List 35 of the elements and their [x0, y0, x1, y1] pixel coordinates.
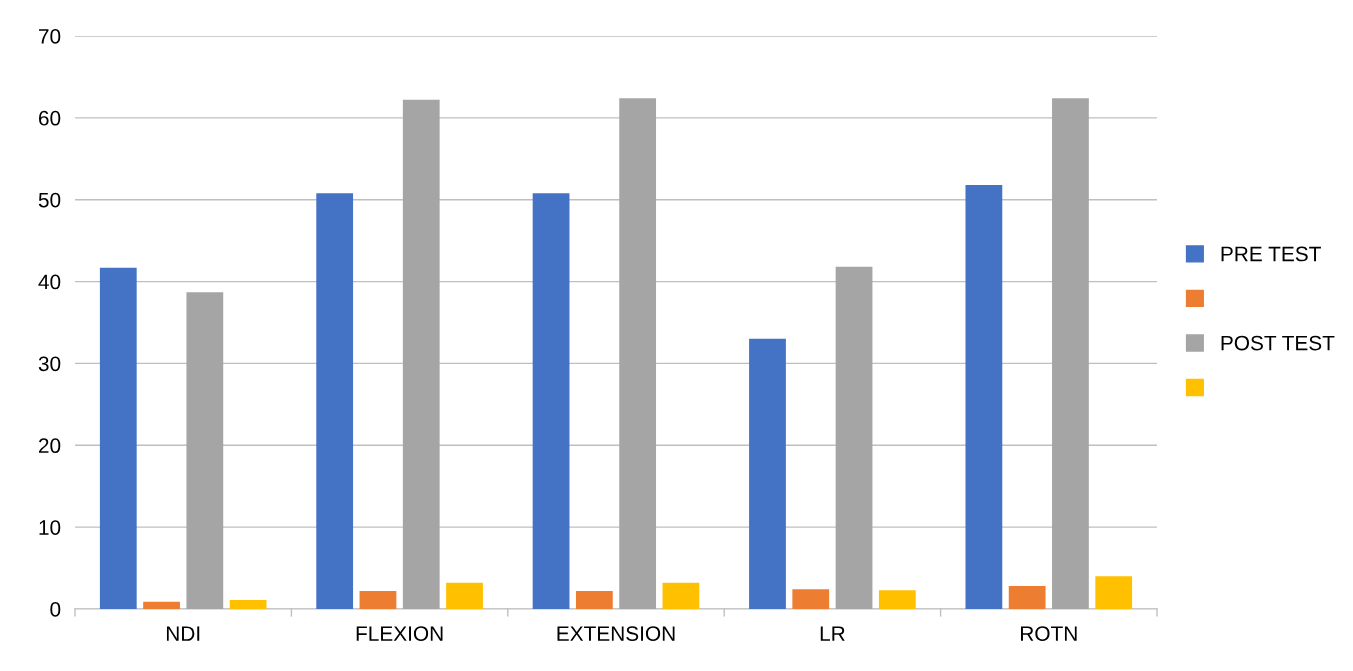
bar	[965, 184, 1003, 609]
bar	[316, 193, 354, 609]
bar	[878, 590, 916, 609]
bar	[143, 601, 180, 609]
bar	[532, 193, 570, 609]
bar	[186, 292, 224, 609]
y-tick-label: 0	[50, 602, 61, 617]
bar	[402, 99, 440, 609]
y-tick-label: 10	[39, 520, 61, 535]
x-tick-label: ROTN	[1021, 626, 1077, 641]
bar	[749, 338, 786, 609]
y-tick-label: 70	[39, 29, 61, 44]
bar	[359, 590, 397, 609]
x-tick-label: LR	[820, 626, 845, 641]
bar	[229, 600, 267, 609]
bar	[792, 589, 830, 609]
bar	[662, 582, 700, 609]
y-tick-label: 40	[38, 274, 61, 290]
bar	[1008, 586, 1046, 609]
x-tick-label: FLEXION	[356, 626, 443, 641]
bar	[99, 267, 137, 609]
bar	[619, 98, 657, 609]
y-tick-label: 50	[38, 192, 61, 208]
bar	[1095, 576, 1133, 609]
legend-label: PRE TEST	[1221, 246, 1321, 262]
bar	[835, 266, 873, 609]
bar	[1052, 98, 1089, 609]
y-tick-label: 20	[38, 438, 61, 454]
bar	[575, 590, 613, 609]
y-tick-label: 60	[39, 110, 61, 126]
y-tick-label: 30	[38, 356, 61, 372]
legend-label: POST TEST	[1221, 335, 1335, 351]
x-tick-label: EXTENSION	[557, 626, 675, 641]
x-tick-label: NDI	[166, 626, 200, 641]
bar	[446, 582, 483, 609]
